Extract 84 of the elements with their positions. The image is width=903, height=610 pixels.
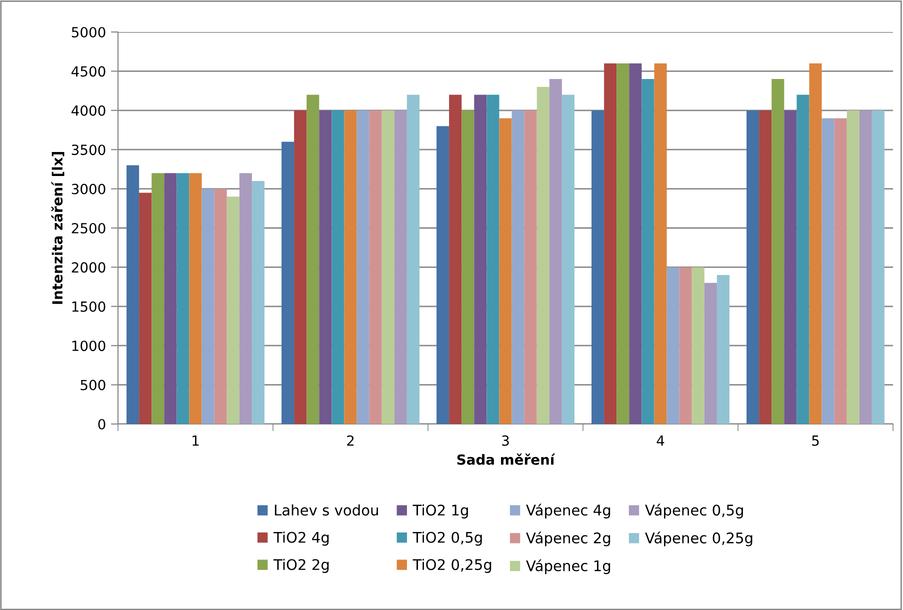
bar	[704, 282, 717, 424]
x-axis-title: Sada měření	[457, 454, 556, 465]
legend-label: Vápenec 2g	[526, 532, 610, 546]
bar	[319, 110, 332, 424]
bar	[306, 94, 320, 424]
bar	[486, 94, 500, 424]
bar	[524, 110, 537, 424]
bar	[356, 110, 370, 424]
y-tick-label: 3500	[72, 144, 106, 156]
x-tick-label: 5	[812, 436, 819, 446]
y-tick-label: 2000	[72, 262, 106, 273]
bar	[679, 267, 692, 424]
legend-label: Vápenec 4g	[526, 504, 610, 518]
bar	[152, 173, 164, 424]
bar	[462, 110, 474, 424]
bar	[239, 173, 252, 424]
y-tick-label: 4500	[72, 66, 106, 77]
bar	[784, 110, 797, 424]
bar	[809, 63, 822, 424]
bar	[859, 110, 872, 424]
bar	[214, 188, 227, 424]
bar	[746, 110, 760, 424]
x-tick-label: 2	[347, 435, 354, 446]
x-tick-label: 1	[192, 436, 199, 446]
x-tick-label: 3	[502, 435, 509, 446]
y-tick-label: 4000	[72, 105, 106, 116]
bar	[834, 118, 847, 424]
bar	[189, 173, 202, 424]
bar	[512, 110, 524, 424]
bar	[872, 110, 884, 424]
y-tick-label: 3000	[72, 184, 106, 194]
bar	[282, 142, 294, 424]
bar	[252, 180, 264, 424]
bar	[796, 94, 810, 424]
bar	[562, 94, 574, 424]
bar	[822, 118, 834, 424]
y-tick-label: 1000	[72, 340, 106, 352]
y-tick-label: 500	[80, 380, 106, 390]
y-tick-label: 5000	[72, 26, 106, 38]
y-tick-label: 0	[98, 418, 106, 430]
y-tick-label: 1500	[72, 301, 106, 312]
bar	[616, 63, 630, 424]
bar	[332, 110, 344, 424]
y-axis-title: Intenzita záření [lx]	[51, 152, 64, 304]
bar	[846, 110, 860, 424]
bar	[369, 110, 382, 424]
bar	[449, 94, 462, 424]
bar	[394, 110, 407, 424]
legend-label: Vápenec 1g	[526, 559, 610, 574]
legend-label: TiO2 1g	[412, 504, 468, 518]
bar	[294, 110, 307, 424]
legend-label: Vápenec 0,5g	[645, 504, 743, 518]
bar	[654, 63, 667, 424]
bar	[642, 79, 654, 424]
bar	[382, 110, 394, 424]
bar	[226, 196, 240, 424]
legend-label: Lahev s vodou	[274, 504, 378, 516]
bar	[126, 165, 140, 424]
bar	[604, 63, 617, 424]
bar	[344, 110, 357, 424]
bar	[592, 110, 604, 424]
bar	[666, 267, 680, 424]
bar	[549, 79, 562, 424]
y-tick-label: 2500	[72, 222, 106, 234]
bar	[499, 118, 512, 424]
bar	[436, 126, 450, 424]
legend-label: TiO2 0,5g	[412, 532, 482, 546]
bar	[692, 267, 704, 424]
legend-label: TiO2 0,25g	[412, 558, 492, 573]
x-tick-label: 4	[656, 436, 664, 446]
bar	[759, 110, 772, 424]
legend-label: TiO2 4g	[273, 532, 329, 546]
bar	[139, 192, 152, 424]
bar	[202, 188, 214, 424]
bar	[176, 173, 190, 424]
bar	[474, 94, 487, 424]
bar	[536, 86, 550, 424]
bar	[406, 94, 420, 424]
bar	[772, 79, 784, 424]
bar	[629, 63, 642, 424]
legend-label: TiO2 2g	[273, 558, 329, 573]
bar	[164, 173, 177, 424]
legend-label: Vápenec 0,25g	[645, 532, 752, 546]
bar	[716, 275, 730, 424]
